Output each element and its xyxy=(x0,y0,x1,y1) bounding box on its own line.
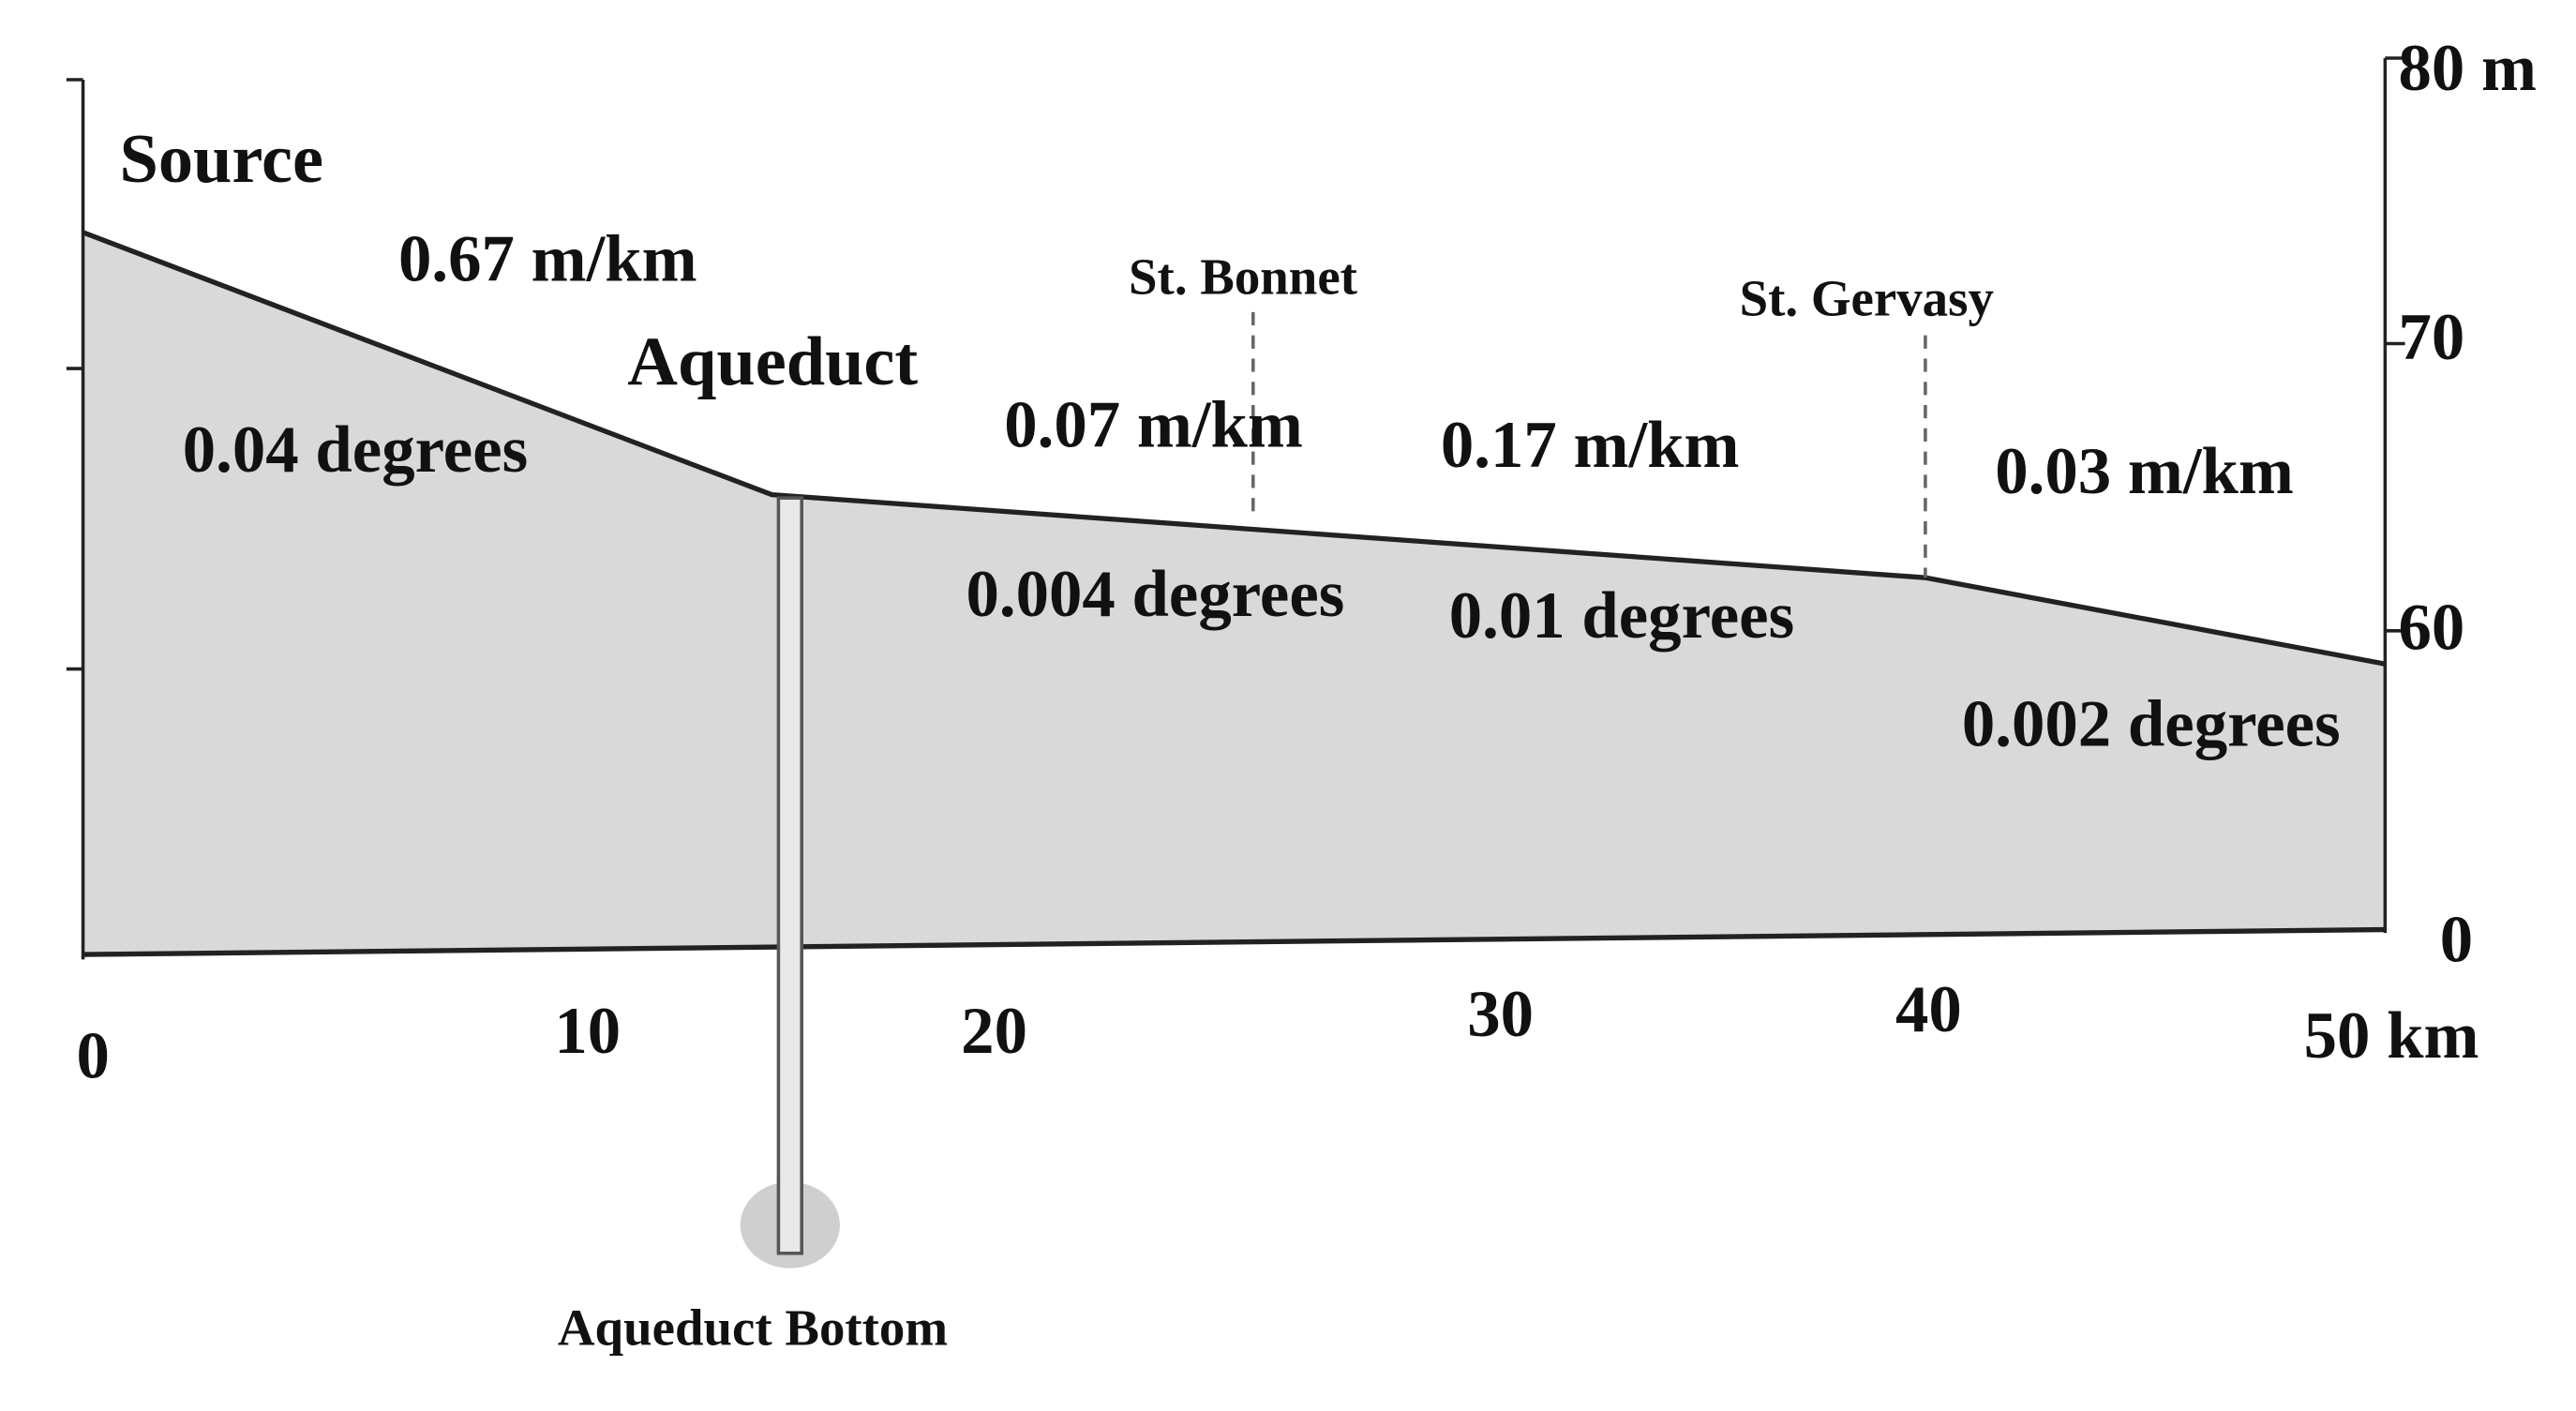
x-tick-label: 20 xyxy=(961,995,1027,1068)
place-label: St. Bonnet xyxy=(1129,248,1358,306)
gradient-label: 0.17 m/km xyxy=(1441,409,1740,482)
profile-line xyxy=(82,230,2386,667)
x-tick-label: 40 xyxy=(1895,973,1962,1046)
y-tick-label: 80 m xyxy=(2399,32,2538,105)
aqueduct-shaft xyxy=(776,496,803,1255)
place-label: Aqueduct Bottom xyxy=(558,1298,948,1356)
angle-label: 0.004 degrees xyxy=(966,558,1345,631)
angle-label: 0.04 degrees xyxy=(183,413,528,487)
place-label: St. Gervasy xyxy=(1740,270,1994,327)
place-label: Aqueduct xyxy=(627,323,918,400)
x-tick-label: 50 km xyxy=(2304,999,2479,1073)
gradient-label: 0.03 m/km xyxy=(1995,435,2294,508)
x-tick-label: 10 xyxy=(554,995,621,1068)
angle-label: 0.002 degrees xyxy=(1962,687,2341,760)
y-tick-label: 70 xyxy=(2399,301,2465,374)
x-tick-label: 30 xyxy=(1467,978,1534,1051)
gradient-label: 0.07 m/km xyxy=(1004,389,1303,462)
source-label: Source xyxy=(120,121,324,198)
gradient-label: 0.67 m/km xyxy=(398,223,697,296)
profile-area xyxy=(82,232,2386,955)
y-tick-label: 0 xyxy=(2440,903,2473,976)
x-tick-label: 0 xyxy=(76,1019,109,1092)
angle-label: 0.01 degrees xyxy=(1449,579,1794,653)
baseline xyxy=(82,926,2386,957)
y-tick-label: 60 xyxy=(2399,592,2465,665)
